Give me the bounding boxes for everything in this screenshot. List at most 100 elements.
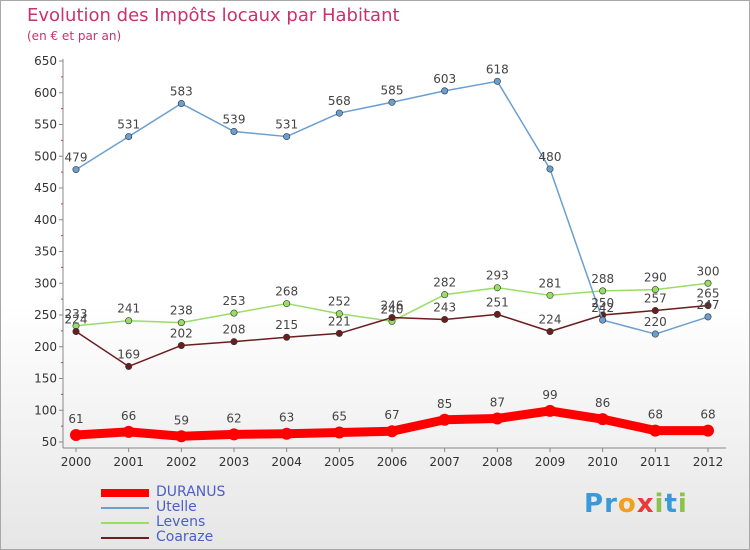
data-point-duranus [649, 424, 662, 437]
data-label-levens: 293 [486, 269, 509, 283]
proxiti-logo: Proxiti [584, 489, 688, 519]
data-label-utelle: 583 [170, 85, 193, 99]
data-point-levens [441, 291, 449, 299]
data-label-utelle: 531 [275, 118, 298, 132]
data-label-levens: 240 [381, 302, 404, 316]
chart-subtitle: (en € et par an) [27, 29, 122, 43]
x-tick-label: 2012 [693, 455, 724, 469]
data-point-levens [283, 300, 291, 308]
x-tick-label: 2000 [61, 455, 92, 469]
data-point-coaraze [177, 341, 185, 349]
logo-letter: x [636, 489, 655, 519]
data-label-duranus: 66 [121, 409, 136, 423]
data-label-coaraze: 257 [644, 292, 667, 306]
data-point-levens [335, 310, 343, 318]
data-label-levens: 282 [433, 276, 456, 290]
data-label-levens: 300 [697, 264, 720, 278]
data-label-levens: 241 [117, 302, 140, 316]
data-point-coaraze [283, 333, 291, 341]
data-point-utelle [599, 316, 607, 324]
data-point-coaraze [441, 315, 449, 323]
data-point-utelle [335, 109, 343, 117]
data-point-levens [230, 309, 238, 317]
x-tick-label: 2007 [429, 455, 460, 469]
y-tick-label: 100 [34, 403, 57, 417]
data-point-levens [704, 279, 712, 287]
data-label-utelle: 585 [381, 83, 404, 97]
legend-item-utelle: Utelle [101, 499, 301, 515]
legend-label-levens: Levens [156, 514, 206, 530]
y-tick-label: 200 [34, 340, 57, 354]
y-tick-label: 150 [34, 372, 57, 386]
data-label-utelle: 220 [644, 315, 667, 329]
data-point-utelle [388, 98, 396, 106]
data-label-utelle: 247 [697, 298, 720, 312]
data-label-utelle: 539 [223, 112, 246, 126]
data-point-duranus [438, 413, 451, 426]
data-label-levens: 268 [275, 285, 298, 299]
x-tick-label: 2005 [324, 455, 355, 469]
data-label-coaraze: 224 [539, 313, 562, 327]
logo-letter: i [654, 489, 665, 519]
data-point-duranus [175, 430, 188, 443]
x-tick-label: 2004 [271, 455, 302, 469]
data-label-duranus: 68 [648, 408, 663, 422]
data-point-utelle [441, 87, 449, 95]
legend-swatch-coaraze [101, 537, 149, 539]
y-tick-label: 50 [42, 435, 57, 449]
data-label-coaraze: 169 [117, 347, 140, 361]
data-label-duranus: 86 [595, 396, 610, 410]
data-label-utelle: 242 [591, 301, 614, 315]
data-label-utelle: 618 [486, 62, 509, 76]
data-point-duranus [544, 404, 556, 417]
legend-item-levens: Levens [101, 514, 301, 530]
data-point-coaraze [651, 307, 659, 315]
data-label-duranus: 61 [68, 412, 83, 426]
data-point-duranus [491, 412, 504, 425]
data-label-levens: 290 [644, 271, 667, 285]
data-point-duranus [386, 425, 398, 438]
y-tick-label: 650 [34, 54, 57, 68]
data-point-coaraze [546, 328, 554, 336]
data-label-coaraze: 221 [328, 314, 351, 328]
data-label-utelle: 480 [539, 150, 562, 164]
x-tick-label: 2010 [587, 455, 618, 469]
data-point-coaraze [335, 329, 343, 337]
x-tick-label: 2011 [640, 455, 671, 469]
data-label-coaraze: 251 [486, 295, 509, 309]
legend-swatch-levens [101, 522, 149, 524]
data-label-duranus: 59 [174, 413, 189, 427]
data-label-duranus: 68 [700, 408, 715, 422]
data-label-coaraze: 265 [697, 286, 720, 300]
data-point-duranus [122, 425, 135, 438]
legend-label-utelle: Utelle [156, 499, 197, 515]
data-point-coaraze [704, 301, 712, 309]
data-label-levens: 238 [170, 304, 193, 318]
data-point-levens [651, 286, 659, 294]
data-point-levens [546, 291, 554, 299]
data-label-coaraze: 202 [170, 326, 193, 340]
data-point-coaraze [493, 310, 501, 318]
data-label-coaraze: 246 [381, 299, 404, 313]
data-point-coaraze [388, 314, 396, 322]
data-label-utelle: 603 [433, 72, 456, 86]
data-point-levens [493, 284, 501, 292]
data-point-duranus [596, 413, 609, 426]
legend-label-duranus: DURANUS [156, 484, 226, 500]
data-point-utelle [704, 313, 712, 321]
data-label-coaraze: 224 [65, 313, 88, 327]
data-label-levens: 233 [65, 307, 88, 321]
data-label-duranus: 67 [384, 408, 399, 422]
legend-swatch-duranus [101, 489, 149, 497]
y-tick-label: 350 [34, 245, 57, 259]
data-point-duranus [333, 426, 346, 439]
logo-letter: t [664, 489, 678, 519]
data-point-coaraze [72, 328, 80, 336]
logo-letter: i [677, 489, 688, 519]
data-point-levens [125, 317, 133, 325]
data-point-duranus [228, 428, 240, 441]
y-tick-label: 400 [34, 213, 57, 227]
legend-swatch-utelle [101, 507, 149, 509]
